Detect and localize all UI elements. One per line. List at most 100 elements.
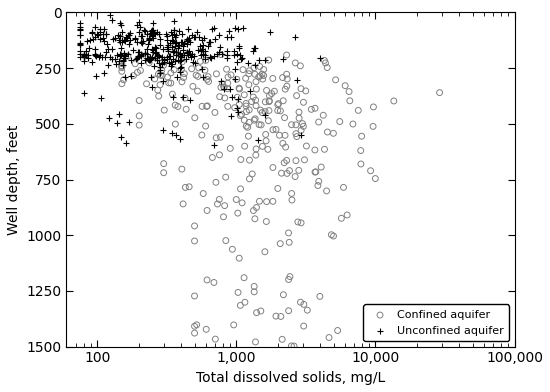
Unconfined aquifer: [218, 51, 227, 57]
Unconfined aquifer: [185, 51, 194, 57]
Confined aquifer: [296, 220, 305, 226]
Confined aquifer: [203, 207, 212, 214]
Confined aquifer: [190, 223, 199, 229]
Confined aquifer: [119, 77, 128, 83]
Confined aquifer: [133, 69, 142, 76]
Confined aquifer: [337, 215, 346, 221]
Unconfined aquifer: [173, 74, 182, 80]
Confined aquifer: [285, 239, 294, 245]
Confined aquifer: [118, 63, 127, 69]
Confined aquifer: [329, 130, 338, 136]
Confined aquifer: [235, 86, 244, 92]
Confined aquifer: [131, 61, 140, 67]
Unconfined aquifer: [249, 48, 257, 54]
Unconfined aquifer: [152, 28, 161, 34]
Confined aquifer: [202, 326, 211, 332]
Confined aquifer: [279, 98, 288, 104]
Confined aquifer: [236, 113, 245, 119]
Unconfined aquifer: [148, 31, 157, 37]
Unconfined aquifer: [120, 50, 129, 56]
Unconfined aquifer: [75, 32, 84, 38]
Unconfined aquifer: [114, 36, 123, 43]
Unconfined aquifer: [148, 33, 157, 39]
Unconfined aquifer: [145, 30, 154, 36]
Unconfined aquifer: [118, 57, 127, 64]
Confined aquifer: [314, 119, 323, 125]
Unconfined aquifer: [79, 53, 88, 60]
Confined aquifer: [319, 112, 328, 118]
Unconfined aquifer: [96, 52, 104, 58]
Unconfined aquifer: [89, 36, 97, 42]
Unconfined aquifer: [142, 51, 151, 57]
Unconfined aquifer: [182, 49, 191, 56]
Confined aquifer: [153, 87, 162, 93]
Unconfined aquifer: [246, 88, 255, 94]
Unconfined aquifer: [223, 52, 232, 58]
Unconfined aquifer: [176, 65, 185, 71]
Unconfined aquifer: [172, 49, 181, 55]
Confined aquifer: [171, 102, 180, 108]
Unconfined aquifer: [98, 34, 107, 41]
Confined aquifer: [222, 238, 230, 244]
Unconfined aquifer: [204, 43, 212, 49]
Unconfined aquifer: [230, 76, 239, 82]
Unconfined aquifer: [75, 20, 84, 26]
Confined aquifer: [193, 88, 202, 94]
Unconfined aquifer: [210, 142, 219, 148]
Unconfined aquifer: [185, 48, 194, 54]
Confined aquifer: [245, 67, 254, 74]
Unconfined aquifer: [108, 16, 117, 23]
Confined aquifer: [229, 322, 238, 328]
Confined aquifer: [296, 85, 305, 92]
Confined aquifer: [185, 183, 194, 190]
Unconfined aquifer: [179, 43, 188, 49]
Confined aquifer: [244, 82, 253, 88]
Unconfined aquifer: [116, 33, 125, 39]
Confined aquifer: [261, 99, 270, 105]
Unconfined aquifer: [133, 39, 142, 45]
Confined aquifer: [154, 71, 163, 77]
Unconfined aquifer: [179, 94, 188, 101]
Unconfined aquifer: [135, 49, 144, 55]
Unconfined aquifer: [116, 38, 124, 45]
Unconfined aquifer: [120, 53, 129, 59]
Confined aquifer: [264, 118, 273, 124]
Unconfined aquifer: [165, 53, 174, 59]
Confined aquifer: [262, 87, 271, 94]
Unconfined aquifer: [260, 113, 269, 119]
Unconfined aquifer: [210, 36, 219, 42]
Confined aquifer: [277, 313, 285, 319]
Unconfined aquifer: [219, 85, 228, 92]
Unconfined aquifer: [147, 30, 156, 36]
Unconfined aquifer: [151, 31, 160, 37]
Y-axis label: Well depth, feet: Well depth, feet: [7, 124, 21, 235]
Confined aquifer: [203, 76, 212, 83]
Unconfined aquifer: [163, 54, 172, 60]
Unconfined aquifer: [120, 52, 129, 58]
Confined aquifer: [235, 102, 244, 108]
Confined aquifer: [277, 170, 286, 176]
Confined aquifer: [295, 109, 304, 115]
Unconfined aquifer: [291, 34, 300, 40]
Confined aquifer: [283, 83, 292, 89]
Unconfined aquifer: [145, 54, 154, 60]
Confined aquifer: [368, 123, 377, 129]
Unconfined aquifer: [158, 127, 167, 133]
Unconfined aquifer: [198, 36, 207, 43]
Unconfined aquifer: [79, 54, 88, 60]
Unconfined aquifer: [176, 69, 185, 75]
Unconfined aquifer: [157, 60, 166, 67]
Unconfined aquifer: [96, 94, 105, 101]
Unconfined aquifer: [260, 57, 269, 63]
Unconfined aquifer: [91, 46, 100, 52]
Confined aquifer: [118, 80, 127, 87]
Confined aquifer: [299, 123, 308, 129]
Unconfined aquifer: [96, 29, 104, 35]
Confined aquifer: [244, 133, 253, 139]
Unconfined aquifer: [183, 26, 192, 32]
Confined aquifer: [265, 107, 273, 114]
Confined aquifer: [257, 122, 266, 128]
Unconfined aquifer: [197, 48, 206, 54]
Unconfined aquifer: [201, 51, 210, 58]
Unconfined aquifer: [172, 31, 180, 38]
